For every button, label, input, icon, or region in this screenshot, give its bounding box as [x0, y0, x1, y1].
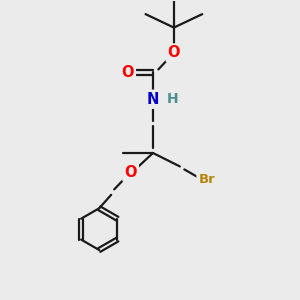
Text: O: O	[124, 165, 137, 180]
Text: O: O	[168, 46, 180, 61]
Text: O: O	[122, 65, 134, 80]
Text: H: H	[167, 92, 178, 106]
Text: Br: Br	[198, 173, 215, 186]
Text: N: N	[147, 92, 159, 107]
